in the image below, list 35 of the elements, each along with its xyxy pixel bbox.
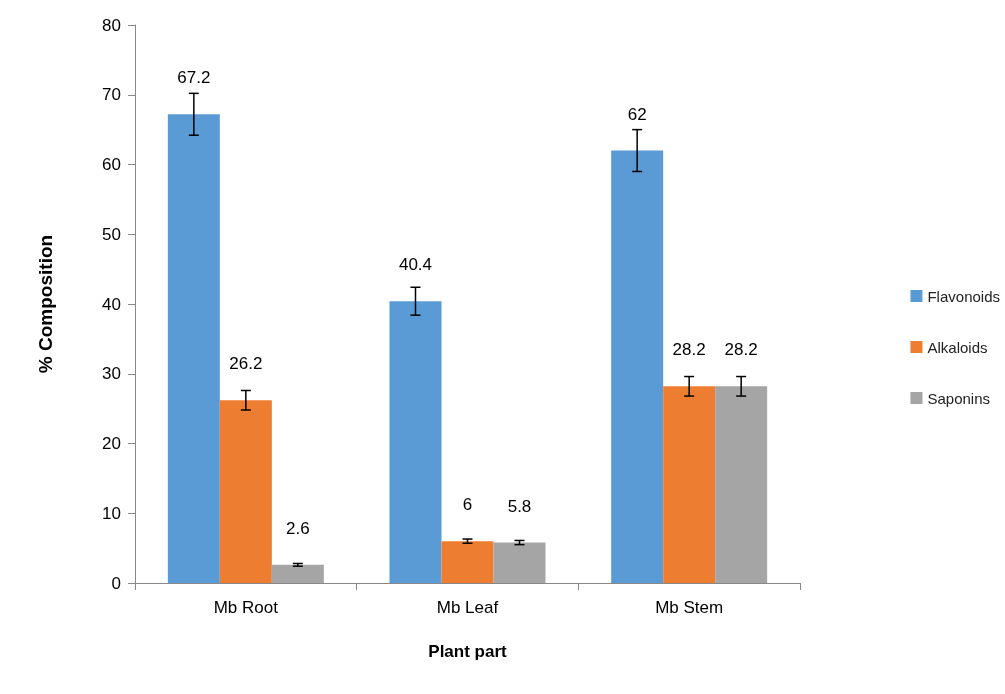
y-tick-label: 40 <box>102 294 121 314</box>
bar <box>611 150 664 583</box>
y-tick-label: 80 <box>102 15 121 35</box>
x-tick-label: Mb Root <box>213 598 279 617</box>
y-axis-title: % Composition <box>35 234 56 374</box>
bar <box>167 114 220 583</box>
data-label: 5.8 <box>507 496 532 516</box>
legend-label: Saponins <box>927 389 991 407</box>
bar <box>271 564 324 583</box>
bar <box>389 301 442 583</box>
legend-label: Alkaloids <box>927 338 988 356</box>
y-tick-label: 30 <box>102 364 121 384</box>
y-tick-label: 70 <box>102 85 121 105</box>
x-tick-label: Mb Leaf <box>436 598 499 617</box>
data-label: 28.2 <box>724 340 758 360</box>
y-tick-label: 20 <box>102 434 121 453</box>
data-label: 26.2 <box>229 354 263 374</box>
legend-label: Flavonoids <box>927 287 1001 305</box>
x-axis-title: Plant part <box>428 642 508 661</box>
y-tick-label: 50 <box>102 224 121 244</box>
data-label: 2.6 <box>286 518 310 538</box>
data-label: 6 <box>462 495 473 515</box>
bar <box>219 400 272 583</box>
data-label: 28.2 <box>672 340 706 360</box>
data-label: 62 <box>627 104 647 124</box>
y-tick-label: 10 <box>102 503 121 523</box>
bar <box>493 542 546 583</box>
y-tick-label: 60 <box>102 155 121 174</box>
y-tick-label: 0 <box>111 573 121 593</box>
bar <box>663 386 716 583</box>
bar <box>715 386 768 583</box>
data-label: 67.2 <box>177 68 211 88</box>
data-label: 40.4 <box>398 255 433 275</box>
x-tick-label: Mb Stem <box>655 598 724 617</box>
bar <box>441 541 494 583</box>
